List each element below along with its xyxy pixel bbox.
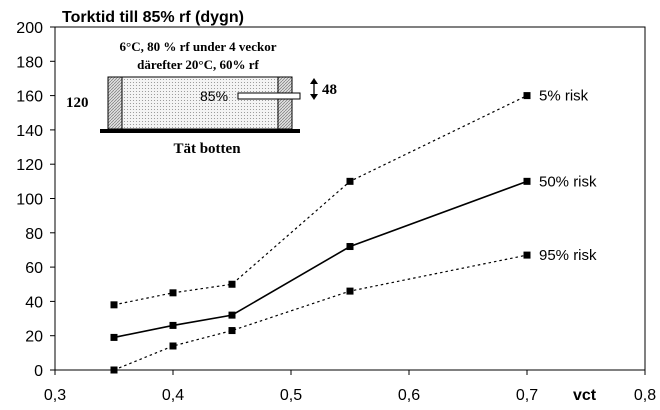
data-point (170, 322, 177, 329)
y-tick-label: 40 (25, 294, 43, 311)
data-point (170, 289, 177, 296)
series-3: 95% risk (111, 247, 598, 373)
series-label: 95% risk (539, 247, 597, 264)
data-point (229, 312, 236, 319)
data-point (229, 327, 236, 334)
data-point (111, 301, 118, 308)
data-point (347, 243, 354, 250)
inset-depth-label: 48 (322, 82, 337, 98)
data-point (111, 367, 118, 374)
data-point (524, 252, 531, 259)
series-line (114, 181, 527, 337)
y-axis: 0 20 40 60 80 100 120 140 160 180 200 (16, 20, 55, 380)
y-tick-label: 0 (34, 363, 43, 380)
inset-condition-line1: 6°C, 80 % rf under 4 veckor (120, 39, 277, 54)
x-axis-title: vct (573, 387, 597, 404)
y-tick-label: 60 (25, 260, 43, 277)
inset-measure-label: 85% (200, 88, 228, 104)
inset-thickness-label: 120 (66, 95, 89, 111)
y-tick-label: 180 (16, 54, 43, 71)
x-axis: 0,3 0,4 0,5 0,6 0,7 0,8 (44, 370, 656, 404)
y-axis-title: Torktid till 85% rf (dygn) (62, 9, 244, 26)
data-point (347, 288, 354, 295)
x-tick-label: 0,4 (162, 387, 184, 404)
series-label: 5% risk (539, 88, 589, 105)
inset-condition-line2: därefter 20°C, 60% rf (137, 57, 259, 72)
x-tick-label: 0,6 (398, 387, 420, 404)
inset-probe (238, 93, 300, 99)
inset-sealed-bottom (100, 129, 300, 133)
data-point (524, 92, 531, 99)
series-line (114, 255, 527, 370)
y-tick-label: 120 (16, 157, 43, 174)
inset-base-label: Tät botten (173, 141, 241, 157)
y-tick-label: 200 (16, 20, 43, 37)
x-tick-label: 0,7 (516, 387, 538, 404)
data-point (170, 342, 177, 349)
y-tick-label: 100 (16, 192, 43, 209)
y-tick-label: 20 (25, 329, 43, 346)
series-label: 50% risk (539, 173, 597, 190)
y-tick-label: 160 (16, 89, 43, 106)
inset-right-wall (278, 77, 292, 129)
data-point (229, 281, 236, 288)
inset-left-wall (108, 77, 122, 129)
x-tick-label: 0,8 (634, 387, 656, 404)
y-tick-label: 140 (16, 123, 43, 140)
inset-illustration: 6°C, 80 % rf under 4 veckor därefter 20°… (66, 39, 337, 157)
data-point (524, 178, 531, 185)
inset-depth-arrow (310, 78, 318, 100)
data-point (347, 178, 354, 185)
data-point (111, 334, 118, 341)
x-tick-label: 0,5 (280, 387, 302, 404)
x-tick-label: 0,3 (44, 387, 66, 404)
y-tick-label: 80 (25, 226, 43, 243)
